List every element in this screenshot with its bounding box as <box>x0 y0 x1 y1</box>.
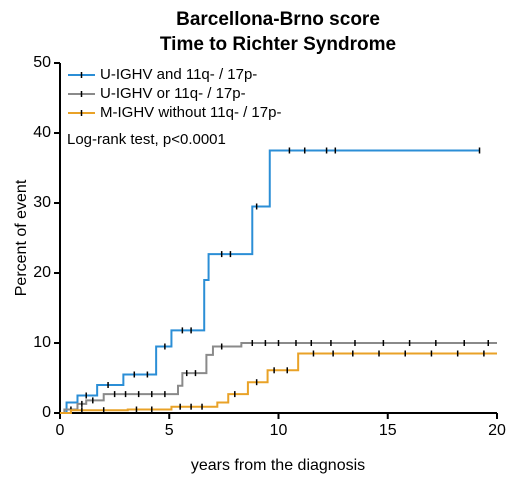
x-tick-label: 20 <box>488 422 506 439</box>
chart-title: Barcellona-Brno score <box>176 9 380 30</box>
x-tick-label: 5 <box>165 422 174 439</box>
x-tick-label: 10 <box>270 422 288 439</box>
y-axis-label: Percent of event <box>13 179 30 296</box>
y-tick-label: 40 <box>33 124 51 141</box>
chart-subtitle: Time to Richter Syndrome <box>160 34 396 55</box>
legend-label: M-IGHV without 11q- / 17p- <box>100 104 281 121</box>
y-tick-label: 0 <box>42 404 51 421</box>
x-tick-label: 0 <box>56 422 65 439</box>
y-tick-label: 10 <box>33 334 51 351</box>
annotation: Log-rank test, p<0.0001 <box>67 131 226 148</box>
y-tick-label: 50 <box>33 54 51 71</box>
y-tick-label: 30 <box>33 194 51 211</box>
series-line <box>60 352 497 414</box>
series-line <box>60 342 497 414</box>
y-tick-label: 20 <box>33 264 51 281</box>
x-axis-label: years from the diagnosis <box>191 457 365 474</box>
series-line <box>60 149 480 414</box>
legend-label: U-IGHV and 11q- / 17p- <box>100 66 257 83</box>
legend-label: U-IGHV or 11q- / 17p- <box>100 85 246 102</box>
x-tick-label: 15 <box>379 422 397 439</box>
